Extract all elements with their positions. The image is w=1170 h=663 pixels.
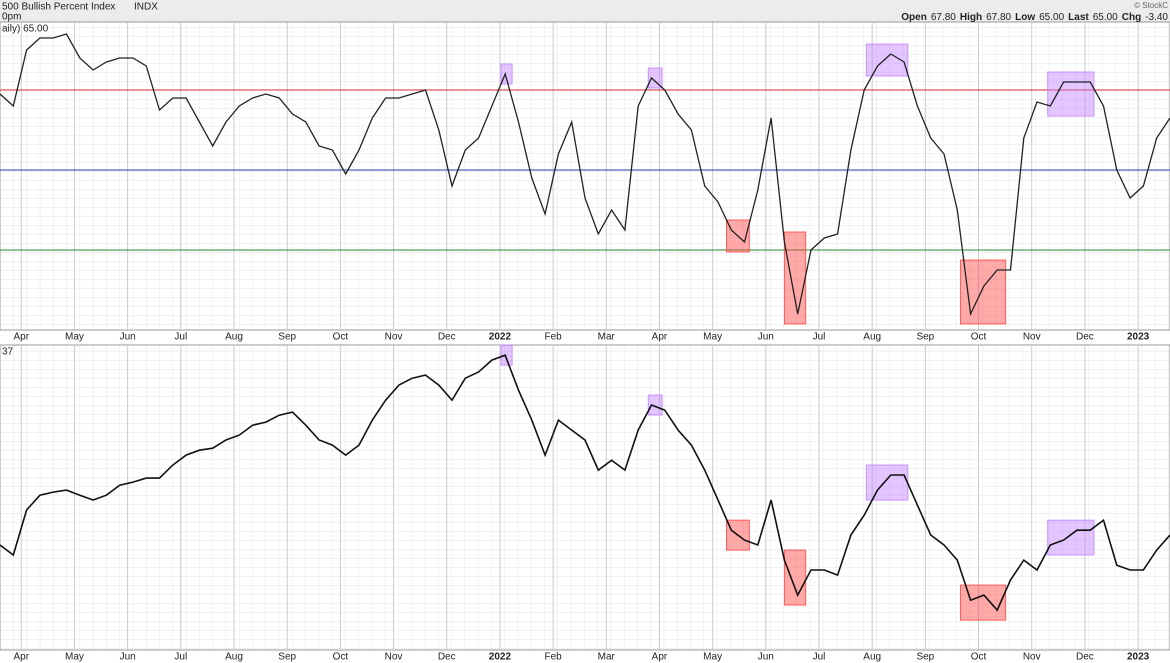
x-tick-label: Aug xyxy=(225,332,243,343)
stat-value: 67.80 xyxy=(931,12,956,23)
x-tick-label: Jun xyxy=(120,652,136,663)
legend-label: aily) 65.00 xyxy=(2,24,49,35)
x-tick-label: 2022 xyxy=(489,332,512,343)
x-tick-label: Jul xyxy=(813,652,826,663)
stat-value: 67.80 xyxy=(986,12,1011,23)
x-tick-label: Apr xyxy=(652,332,668,343)
x-tick-label: Dec xyxy=(1076,332,1094,343)
exchange: INDX xyxy=(134,2,158,13)
x-tick-label: Apr xyxy=(652,652,668,663)
stat-label: Last xyxy=(1068,12,1089,23)
stat-label: Open xyxy=(901,12,927,23)
stat-value: -3.40 xyxy=(1145,12,1168,23)
x-tick-label: Dec xyxy=(1076,652,1094,663)
x-tick-label: Sep xyxy=(916,332,934,343)
panel-top xyxy=(0,21,1170,331)
x-tick-label: Oct xyxy=(333,332,349,343)
highlight xyxy=(647,394,663,416)
x-tick-label: May xyxy=(703,332,722,343)
x-tick-label: May xyxy=(703,652,722,663)
x-tick-label: May xyxy=(65,652,84,663)
x-tick-label: Mar xyxy=(598,652,616,663)
subtitle: 0pm xyxy=(2,12,21,23)
x-tick-label: Aug xyxy=(225,652,243,663)
highlight xyxy=(647,67,663,89)
stat-value: 65.00 xyxy=(1039,12,1064,23)
x-tick-label: Oct xyxy=(971,652,987,663)
highlight xyxy=(1047,519,1095,556)
title: 500 Bullish Percent Index xyxy=(2,2,115,13)
x-tick-label: Dec xyxy=(438,332,456,343)
x-tick-label: Sep xyxy=(278,332,296,343)
x-tick-label: Dec xyxy=(438,652,456,663)
x-tick-label: Sep xyxy=(916,652,934,663)
x-tick-label: Apr xyxy=(13,332,29,343)
x-tick-label: Oct xyxy=(971,332,987,343)
x-tick-label: Nov xyxy=(385,652,403,663)
highlight xyxy=(783,231,807,325)
x-tick-label: Aug xyxy=(863,652,881,663)
legend-label: 37 xyxy=(2,347,14,358)
stat-value: 65.00 xyxy=(1093,12,1118,23)
x-tick-label: Mar xyxy=(598,332,616,343)
stat-label: Chg xyxy=(1122,12,1141,23)
x-tick-label: 2022 xyxy=(489,652,512,663)
x-tick-label: Jul xyxy=(174,332,187,343)
header-bar xyxy=(0,0,1170,22)
x-tick-label: Feb xyxy=(544,332,562,343)
x-tick-label: Nov xyxy=(1023,652,1041,663)
stats: Open 67.80 High 67.80 Low 65.00 Last 65.00 Chg -3… xyxy=(901,12,1168,23)
x-tick-label: Apr xyxy=(13,652,29,663)
stat-label: High xyxy=(960,12,982,23)
x-tick-label: May xyxy=(65,332,84,343)
highlight xyxy=(500,344,513,366)
x-tick-label: Feb xyxy=(544,652,562,663)
source: © StockC xyxy=(1134,1,1168,10)
x-tick-label: Oct xyxy=(333,652,349,663)
highlight xyxy=(783,549,807,606)
highlight xyxy=(865,464,909,501)
x-tick-label: 2023 xyxy=(1127,332,1150,343)
x-tick-label: Nov xyxy=(1023,332,1041,343)
x-tick-label: 2023 xyxy=(1127,652,1150,663)
stat-label: Low xyxy=(1015,12,1035,23)
highlight xyxy=(500,63,513,85)
x-tick-label: Sep xyxy=(278,652,296,663)
data-line xyxy=(0,354,1170,612)
x-tick-label: Jul xyxy=(813,332,826,343)
data-line xyxy=(0,33,1170,317)
x-tick-label: Jun xyxy=(758,652,774,663)
x-tick-label: Aug xyxy=(863,332,881,343)
highlight xyxy=(1047,71,1095,117)
x-tick-label: Jun xyxy=(120,332,136,343)
x-tick-label: Jun xyxy=(758,332,774,343)
x-tick-label: Nov xyxy=(385,332,403,343)
x-tick-label: Jul xyxy=(174,652,187,663)
